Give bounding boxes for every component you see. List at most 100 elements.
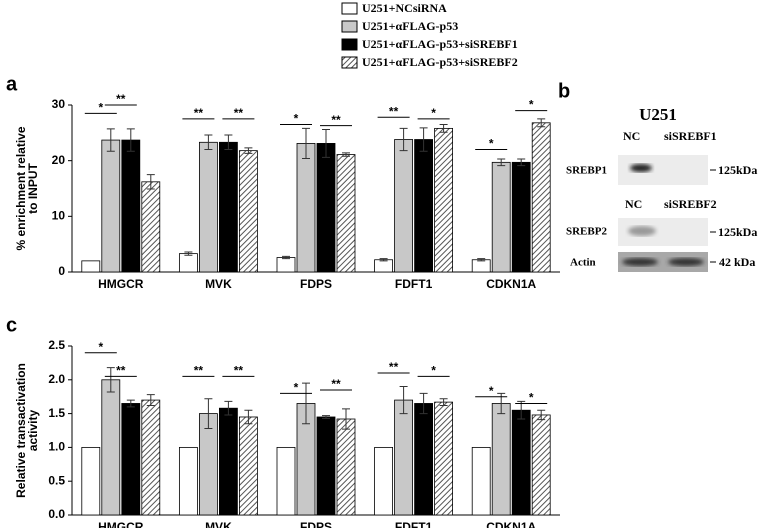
x-tick-label: HMGCR [98, 277, 144, 291]
legend-swatch [341, 38, 358, 51]
bar [471, 446, 491, 516]
error-bar [517, 158, 526, 167]
bar [178, 253, 198, 273]
bar [434, 401, 454, 516]
bar [336, 154, 356, 273]
y-tick-label: 1.5 [48, 406, 65, 420]
x-tick-label: CDKN1A [486, 520, 536, 528]
blot-title: U251 [639, 105, 677, 124]
bar [491, 403, 511, 516]
bar [531, 414, 551, 516]
significance-label: ** [194, 364, 204, 378]
bar [336, 418, 356, 516]
significance-label: ** [389, 104, 399, 118]
bar [276, 446, 296, 516]
significance-label: * [294, 112, 299, 126]
protein-label: SREBP2 [566, 226, 607, 238]
blot-band [628, 226, 656, 236]
error-bar [439, 398, 448, 406]
significance-label: * [489, 384, 494, 398]
bar [178, 446, 198, 516]
error-bar [477, 258, 486, 262]
error-bar [419, 127, 428, 152]
significance-label: ** [234, 106, 244, 120]
error-bar [342, 408, 350, 430]
significance-label: ** [389, 360, 399, 374]
lane-label: siSREBF2 [664, 197, 717, 211]
bar [81, 446, 101, 516]
legend-label: U251+αFLAG-p53+siSREBF2 [362, 55, 518, 69]
significance-label: ** [234, 364, 244, 378]
y-tick-label: 2.0 [48, 372, 65, 386]
error-bar [399, 386, 408, 415]
error-bar [106, 128, 115, 152]
error-bar [224, 134, 233, 151]
legend-swatch [341, 2, 358, 15]
bar [218, 407, 238, 516]
bar [491, 161, 511, 273]
bar [374, 446, 394, 516]
size-marker: 125kDa [718, 225, 757, 239]
lane-label: NC [625, 197, 642, 211]
x-tick-label: FDPS [300, 520, 332, 528]
bar [141, 399, 161, 516]
legend-label: U251+αFLAG-p53 [362, 19, 458, 33]
y-tick-label: 20 [52, 153, 66, 167]
bar [414, 403, 434, 516]
significance-label: * [529, 98, 534, 112]
panel-label: b [558, 80, 570, 102]
legend-swatch [341, 56, 358, 69]
bar [316, 143, 336, 273]
significance-label: * [489, 137, 494, 151]
error-bar [204, 398, 213, 429]
lane-label: siSREBF1 [664, 129, 717, 143]
error-bar [379, 258, 388, 262]
bar [434, 127, 454, 273]
x-tick-label: CDKN1A [486, 277, 536, 291]
error-bar [282, 255, 290, 260]
error-bar [399, 127, 408, 152]
bar [121, 139, 141, 273]
bar [121, 403, 141, 516]
bar [531, 122, 551, 273]
blot-image [618, 252, 708, 272]
y-tick-label: 1.0 [48, 440, 65, 454]
bar [471, 259, 491, 273]
y-axis-label: activity [26, 409, 40, 451]
blot-band [630, 164, 652, 172]
error-bar [439, 123, 448, 133]
bar [511, 161, 531, 273]
error-bar [497, 158, 506, 167]
error-bar [302, 382, 310, 425]
lane-label: NC [623, 129, 640, 143]
error-bar [146, 394, 155, 406]
y-axis-label: to INPUT [26, 163, 40, 214]
error-bar [244, 409, 253, 425]
error-bar [244, 147, 253, 154]
bar [394, 139, 414, 273]
bar [511, 409, 531, 516]
error-bar [184, 251, 193, 256]
significance-label: * [529, 391, 534, 405]
error-bar [146, 174, 155, 190]
error-bar [126, 128, 135, 152]
panel-label: a [6, 73, 18, 95]
significance-label: ** [116, 92, 126, 106]
bar [141, 181, 161, 273]
bar [238, 416, 258, 516]
legend-swatch [341, 20, 358, 33]
error-bar [106, 367, 115, 393]
blot-band [622, 258, 658, 266]
error-bar [537, 118, 546, 128]
bar [101, 379, 121, 516]
bar [81, 260, 101, 273]
x-tick-label: HMGCR [98, 520, 144, 528]
bar [414, 139, 434, 273]
significance-label: * [98, 340, 103, 354]
bar [316, 416, 336, 516]
size-marker: 125kDa [718, 163, 757, 177]
y-tick-label: 30 [52, 97, 66, 111]
y-tick-label: 0.0 [48, 507, 65, 521]
significance-label: * [431, 106, 436, 120]
